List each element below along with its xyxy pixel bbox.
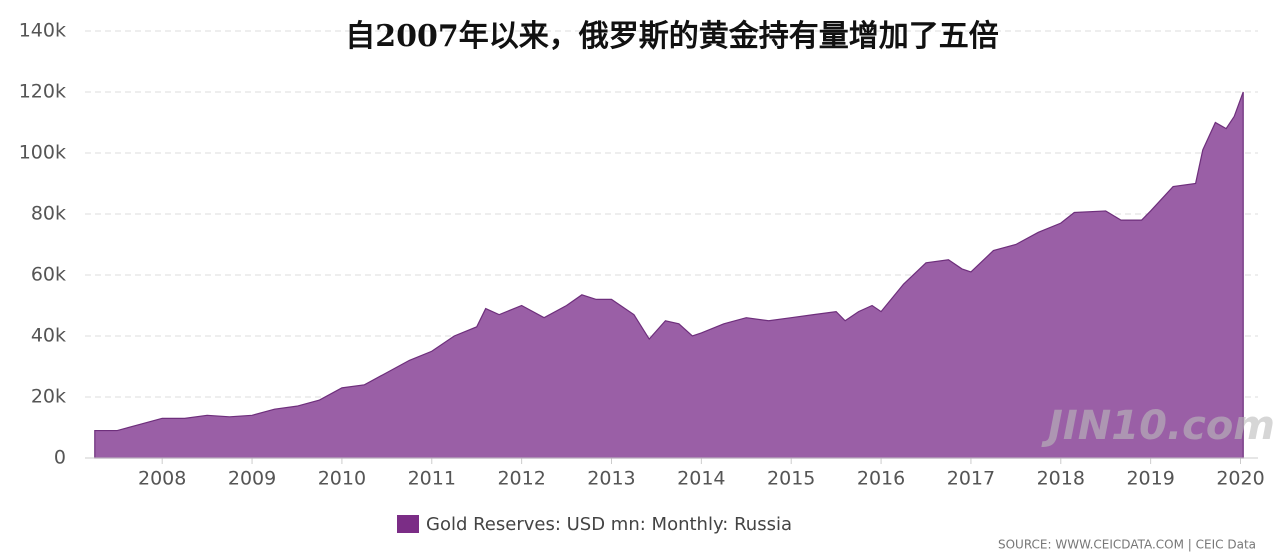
- y-tick-label: 20k: [31, 386, 66, 408]
- y-tick-label: 100k: [19, 142, 66, 164]
- legend-label: Gold Reserves: USD mn: Monthly: Russia: [426, 514, 792, 535]
- legend-swatch: [397, 515, 419, 533]
- area: [94, 91, 1244, 459]
- y-tick-label: 40k: [31, 325, 66, 347]
- y-tick-label: 140k: [19, 20, 66, 42]
- x-tick-label: 2010: [318, 468, 366, 490]
- x-tick-label: 2013: [587, 468, 635, 490]
- watermark: JIN10.com: [1041, 403, 1275, 449]
- x-tick-label: 2020: [1216, 468, 1264, 490]
- x-tick-label: 2015: [767, 468, 815, 490]
- y-tick-label: 60k: [31, 264, 66, 286]
- x-tick-label: 2014: [677, 468, 725, 490]
- x-tick-label: 2009: [228, 468, 276, 490]
- x-tick-label: 2016: [857, 468, 905, 490]
- x-tick-label: 2018: [1037, 468, 1085, 490]
- x-tick-label: 2017: [947, 468, 995, 490]
- x-tick-label: 2019: [1126, 468, 1174, 490]
- x-tick-label: 2011: [408, 468, 456, 490]
- plot: 0 20k 40k 60k 80k 100k 120k 140k 2008 2009 2010 201…: [19, 20, 1265, 536]
- x-tick-label: 2012: [497, 468, 545, 490]
- source: SOURCE: WWW.CEICDATA.COM | CEIC Data: [998, 538, 1256, 552]
- y-tick-label: 80k: [31, 203, 66, 225]
- y-tick-label: 120k: [19, 81, 66, 103]
- chart-title: 自2007年以来，俄罗斯的黄金持有量增加了五倍: [345, 19, 999, 54]
- y-tick-label: 0: [54, 447, 66, 469]
- x-tick-label: 2008: [138, 468, 186, 490]
